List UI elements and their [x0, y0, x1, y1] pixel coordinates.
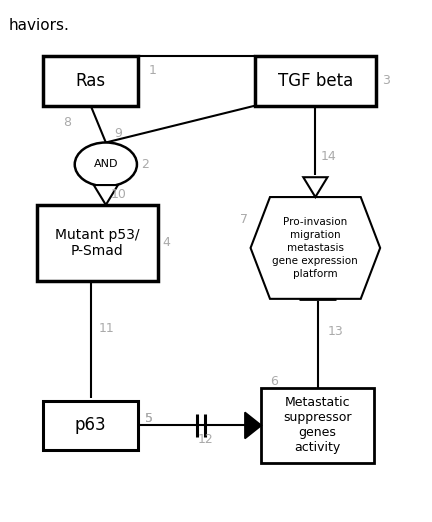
Bar	[261, 387, 374, 464]
Text: TGF beta: TGF beta	[278, 72, 353, 90]
Text: 7: 7	[240, 213, 248, 226]
Polygon shape	[251, 197, 380, 299]
Bar	[43, 401, 138, 450]
Text: 8: 8	[63, 116, 71, 129]
Text: 14: 14	[321, 150, 336, 163]
Text: 3: 3	[382, 75, 390, 87]
Text: 5: 5	[145, 412, 153, 425]
Text: 5: 5	[145, 412, 153, 425]
Text: haviors.: haviors.	[9, 18, 70, 33]
Polygon shape	[245, 412, 261, 438]
Text: Ras: Ras	[76, 72, 106, 90]
Text: 13: 13	[327, 325, 343, 338]
Polygon shape	[303, 177, 327, 197]
Bar	[37, 205, 158, 281]
Text: 11: 11	[98, 323, 114, 335]
Text: 9: 9	[114, 127, 122, 139]
Text: p63: p63	[75, 417, 107, 434]
Bar	[43, 56, 138, 105]
Text: 1: 1	[149, 64, 157, 77]
Text: 2: 2	[141, 158, 149, 171]
Text: Mutant p53/
P-Smad: Mutant p53/ P-Smad	[55, 228, 140, 258]
Text: 4: 4	[162, 236, 170, 249]
Text: 12: 12	[197, 433, 213, 446]
Text: AND: AND	[94, 159, 118, 170]
Polygon shape	[94, 185, 118, 205]
Text: 6: 6	[270, 375, 278, 387]
Bar	[255, 56, 376, 105]
Ellipse shape	[75, 143, 137, 186]
Text: 10: 10	[111, 188, 127, 200]
Text: Pro-invasion
migration
metastasis
gene expression
platform: Pro-invasion migration metastasis gene e…	[273, 217, 358, 279]
Text: Metastatic
suppressor
genes
activity: Metastatic suppressor genes activity	[283, 396, 352, 455]
